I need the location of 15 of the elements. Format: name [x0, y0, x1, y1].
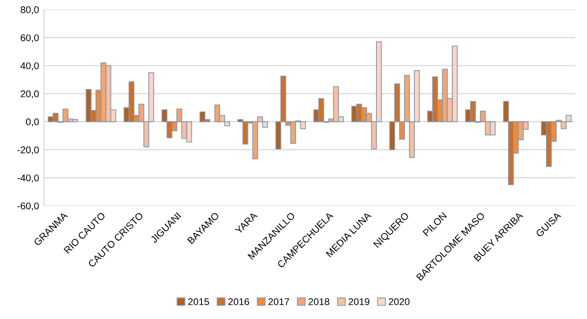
- legend-label: 2018: [308, 298, 330, 306]
- y-tick-label: -40,0: [17, 174, 39, 182]
- y-tick-label: 20,0: [20, 90, 39, 98]
- legend-label: 2017: [268, 298, 290, 306]
- legend-label: 2019: [348, 298, 370, 306]
- legend-label: 2020: [388, 298, 410, 306]
- y-tick-label: 40,0: [20, 62, 39, 70]
- y-tick-label: 80,0: [20, 6, 39, 14]
- legend-label: 2015: [188, 298, 210, 306]
- y-tick-label: -60,0: [17, 202, 39, 211]
- y-tick-label: 0,0: [26, 118, 39, 126]
- y-tick-label: 60,0: [20, 34, 39, 42]
- y-tick-label: -20,0: [17, 146, 39, 154]
- legend-label: 2016: [228, 298, 250, 306]
- bar: [86, 89, 92, 122]
